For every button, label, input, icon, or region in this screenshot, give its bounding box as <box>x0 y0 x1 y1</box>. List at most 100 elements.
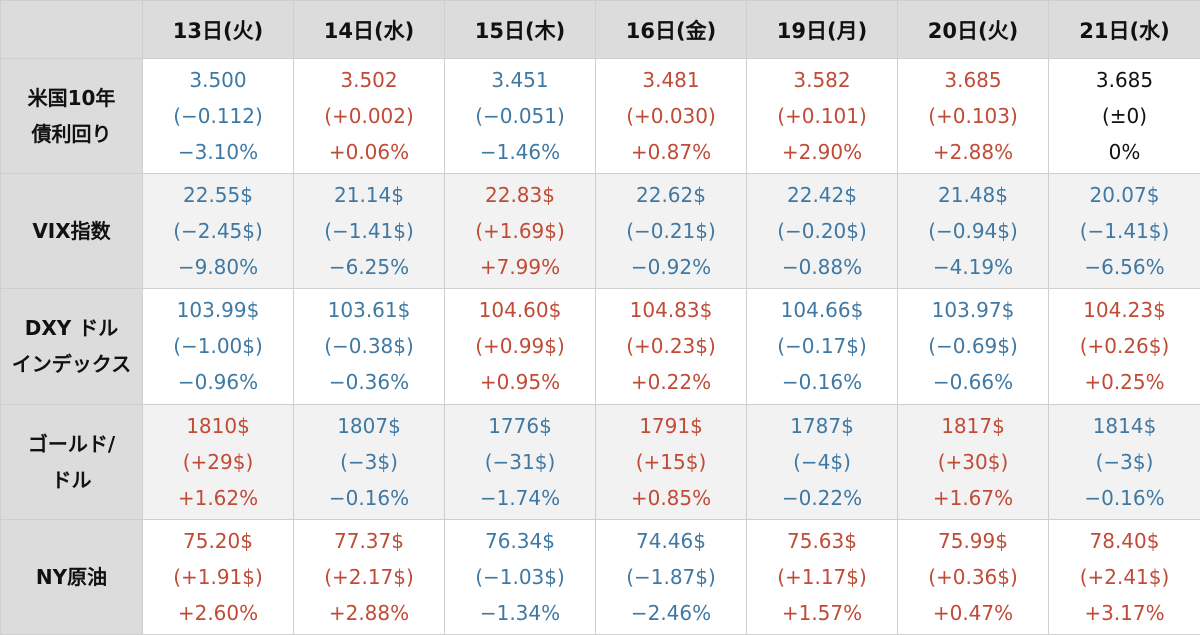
row-label: 米国10年 債利回り <box>0 57 143 175</box>
day-header: 15日(木) <box>444 0 596 59</box>
value-cell: 104.60$ (+0.99$) +0.95% <box>444 288 596 405</box>
cell-value: 103.97$ <box>931 298 1015 323</box>
value-cell: 77.37$ (+2.17$) +2.88% <box>293 518 445 635</box>
cell-percent: −2.46% <box>630 600 712 625</box>
cell-value: 75.63$ <box>787 528 857 553</box>
row-label-line: インデックス <box>11 352 132 377</box>
value-cell: 21.48$ (−0.94$) −4.19% <box>897 173 1049 290</box>
cell-percent: −1.34% <box>479 600 561 625</box>
cell-change: (−0.17$) <box>777 334 867 359</box>
cell-percent: −0.88% <box>781 255 863 280</box>
cell-change: (−1.41$) <box>324 219 414 244</box>
cell-percent: +7.99% <box>479 255 561 280</box>
value-cell: 74.46$ (−1.87$) −2.46% <box>595 518 747 635</box>
row-label: ゴールド/ドル <box>0 403 143 520</box>
cell-change: (+0.26$) <box>1079 334 1170 359</box>
cell-value: 1817$ <box>941 413 1005 438</box>
cell-change: (−1.00$) <box>173 334 263 359</box>
value-cell: 22.42$ (−0.20$) −0.88% <box>746 173 898 290</box>
row-label: DXY ドル インデックス <box>0 288 143 405</box>
cell-percent: −4.19% <box>932 255 1014 280</box>
cell-change: (−4$) <box>793 449 851 474</box>
value-cell: 22.83$ (+1.69$) +7.99% <box>444 173 596 290</box>
cell-value: 104.23$ <box>1083 298 1166 323</box>
cell-percent: +0.87% <box>630 140 712 165</box>
cell-value: 1807$ <box>337 413 401 438</box>
cell-percent: +0.85% <box>630 485 712 510</box>
table-body: 米国10年 債利回り 3.500 (−0.112) −3.10% 3.502 (+0.002… <box>0 57 1200 635</box>
value-cell: 21.14$ (−1.41$) −6.25% <box>293 173 445 290</box>
day-header: 16日(金) <box>595 0 747 59</box>
cell-percent: +1.67% <box>932 485 1014 510</box>
cell-change: (−0.051) <box>475 104 565 129</box>
cell-value: 3.451 <box>491 68 549 93</box>
table-row: VIX指数 22.55$ (−2.45$) −9.80% 21.14$ (−1.41$) −… <box>0 173 1200 290</box>
cell-value: 103.99$ <box>176 298 260 323</box>
cell-change: (−1.41$) <box>1079 219 1170 244</box>
table-row: 米国10年 債利回り 3.500 (−0.112) −3.10% 3.502 (+0.002… <box>0 57 1200 175</box>
table-row: ゴールド/ドル 1810$ (+29$) +1.62% 1807$ (−3$) −0.16%… <box>0 403 1200 520</box>
cell-change: (−1.03$) <box>475 564 565 589</box>
cell-percent: +1.62% <box>177 485 259 510</box>
cell-change: (−3$) <box>1095 449 1154 474</box>
cell-percent: −0.16% <box>1084 485 1165 510</box>
cell-change: (+15$) <box>635 449 707 474</box>
value-cell: 1787$ (−4$) −0.22% <box>746 403 898 520</box>
row-label-line: VIX指数 <box>32 219 111 244</box>
row-label-line: NY原油 <box>35 564 108 589</box>
cell-value: 3.582 <box>793 68 851 93</box>
cell-value: 3.685 <box>1095 68 1154 93</box>
cell-value: 104.66$ <box>780 298 864 323</box>
header-row: 13日(火) 14日(水) 15日(木) 16日(金) 19日(月) 20日(火… <box>0 0 1200 59</box>
cell-value: 3.500 <box>189 68 247 93</box>
cell-percent: +2.88% <box>328 600 410 625</box>
value-cell: 3.582 (+0.101) +2.90% <box>746 57 898 175</box>
cell-change: (+29$) <box>182 449 254 474</box>
cell-change: (−0.112) <box>173 104 263 129</box>
value-cell: 1776$ (−31$) −1.74% <box>444 403 596 520</box>
cell-change: (+2.17$) <box>324 564 414 589</box>
cell-percent: −0.92% <box>630 255 712 280</box>
cell-percent: +0.22% <box>630 370 712 395</box>
row-label-line: ゴールド/ <box>27 431 116 456</box>
cell-value: 1814$ <box>1092 413 1157 438</box>
cell-change: (−0.38$) <box>324 334 414 359</box>
cell-percent: −0.22% <box>781 485 863 510</box>
cell-change: (−0.21$) <box>626 219 716 244</box>
value-cell: 75.20$ (+1.91$) +2.60% <box>142 518 294 635</box>
cell-value: 1787$ <box>790 413 854 438</box>
value-cell: 1810$ (+29$) +1.62% <box>142 403 294 520</box>
cell-percent: +3.17% <box>1084 600 1165 625</box>
cell-change: (−1.87$) <box>626 564 716 589</box>
cell-value: 75.99$ <box>938 528 1008 553</box>
cell-value: 21.14$ <box>334 183 404 208</box>
cell-change: (−0.69$) <box>928 334 1018 359</box>
header-corner <box>0 0 143 59</box>
cell-value: 1810$ <box>186 413 250 438</box>
value-cell: 104.83$ (+0.23$) +0.22% <box>595 288 747 405</box>
cell-value: 3.685 <box>944 68 1002 93</box>
cell-value: 1791$ <box>639 413 703 438</box>
cell-percent: −6.25% <box>328 255 410 280</box>
row-label-line: ドル <box>51 467 92 492</box>
cell-percent: −0.16% <box>781 370 863 395</box>
cell-percent: 0% <box>1108 140 1141 165</box>
cell-value: 1776$ <box>488 413 552 438</box>
cell-percent: −0.96% <box>177 370 259 395</box>
cell-value: 22.42$ <box>787 183 857 208</box>
cell-change: (+30$) <box>937 449 1009 474</box>
cell-percent: +2.88% <box>932 140 1014 165</box>
day-header: 19日(月) <box>746 0 898 59</box>
cell-change: (±0) <box>1101 104 1148 129</box>
cell-change: (+1.17$) <box>777 564 867 589</box>
cell-value: 22.62$ <box>636 183 706 208</box>
cell-value: 77.37$ <box>334 528 404 553</box>
cell-change: (+0.36$) <box>928 564 1018 589</box>
row-label-line: 債利回り <box>31 122 112 147</box>
cell-value: 78.40$ <box>1089 528 1160 553</box>
cell-change: (−2.45$) <box>173 219 263 244</box>
cell-change: (+0.002) <box>324 104 414 129</box>
cell-percent: −0.66% <box>932 370 1014 395</box>
table-row: DXY ドル インデックス 103.99$ (−1.00$) −0.96% 103.61$… <box>0 288 1200 405</box>
